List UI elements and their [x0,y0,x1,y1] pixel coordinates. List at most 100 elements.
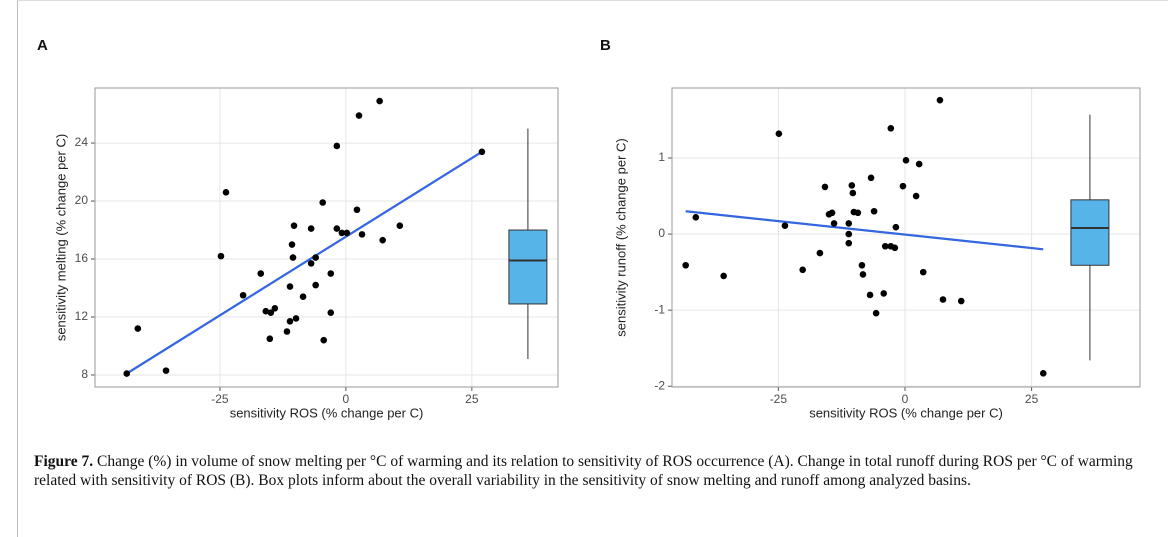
point [239,291,247,299]
y-tick-label: 16 [75,251,89,265]
point [327,270,335,277]
point [830,220,838,227]
point [775,130,783,137]
caption: Figure 7. Change (%) in volume of snow m… [34,452,1149,490]
point [320,336,328,344]
point [880,290,888,297]
point [912,192,920,200]
point [134,325,142,332]
point [845,220,853,227]
point [292,315,300,322]
panel-label: B [600,37,611,54]
point [692,214,700,221]
x-axis-title: sensitivity ROS (% change per C) [230,405,424,420]
point [217,252,225,260]
point [307,260,315,267]
fit-line [685,210,1044,251]
box [508,229,548,305]
point [262,307,270,315]
point [267,309,275,316]
point [781,222,789,230]
point [333,225,341,232]
point [286,318,294,325]
plot-border [94,87,559,388]
point [816,249,824,257]
point [899,182,907,190]
point [266,335,274,343]
point [312,281,319,289]
point [859,271,867,278]
point [257,270,265,277]
y-tick-label: -1 [654,302,665,316]
point [286,283,294,290]
point [338,229,346,237]
point [845,239,853,247]
point [333,142,341,150]
point [379,236,386,244]
point [957,297,965,305]
point [299,293,307,301]
point [123,370,131,377]
x-tick-label: -25 [211,392,229,406]
point [821,183,829,191]
point [891,244,899,252]
y-tick-label: 20 [75,193,89,207]
point [288,241,296,248]
point [312,254,319,261]
y-tick-label: 0 [658,226,665,240]
point [353,206,361,214]
point [848,182,856,189]
plot-border [671,87,1141,388]
point [828,209,836,217]
y-axis-title: sensitivity melting (% change per C) [53,134,68,341]
point [720,272,727,280]
point [358,231,366,238]
point [376,97,383,105]
point [799,266,806,274]
point [939,296,947,303]
x-tick-label: 25 [1025,392,1039,406]
point [343,229,351,237]
x-tick-label: 0 [343,392,350,406]
point [867,174,875,182]
point [222,189,230,196]
caption-label: Figure 7. [34,453,94,470]
point [870,207,878,215]
x-axis-title: sensitivity ROS (% change per C) [809,405,1003,420]
point [289,254,297,261]
y-tick-label: 24 [75,135,89,149]
point [849,189,857,197]
point [319,199,327,206]
point [355,112,363,119]
x-tick-label: -25 [770,392,788,406]
caption-text: Change (%) in volume of snow melting per… [34,453,1133,489]
y-tick-label: 1 [658,150,665,164]
point [902,156,910,164]
point [872,309,880,317]
point [271,305,279,312]
point [854,209,862,217]
point [881,242,889,250]
point [327,309,335,316]
point [915,160,923,168]
y-tick-label: -2 [654,378,665,392]
plot-background [95,88,558,387]
point [858,261,866,269]
y-tick-label: 12 [75,309,89,323]
point [936,96,944,104]
x-tick-label: 25 [465,392,479,406]
point [845,230,853,238]
point [866,291,874,299]
point [887,125,895,132]
plot-background [672,88,1140,387]
box [1070,199,1110,266]
point [396,222,404,229]
y-axis-title: sensitivity runoff (% change per C) [613,138,628,336]
point [919,268,927,276]
point [1039,370,1047,377]
y-tick-label: 8 [81,367,88,381]
point [307,225,315,232]
x-tick-label: 0 [902,392,909,406]
point [283,328,291,335]
